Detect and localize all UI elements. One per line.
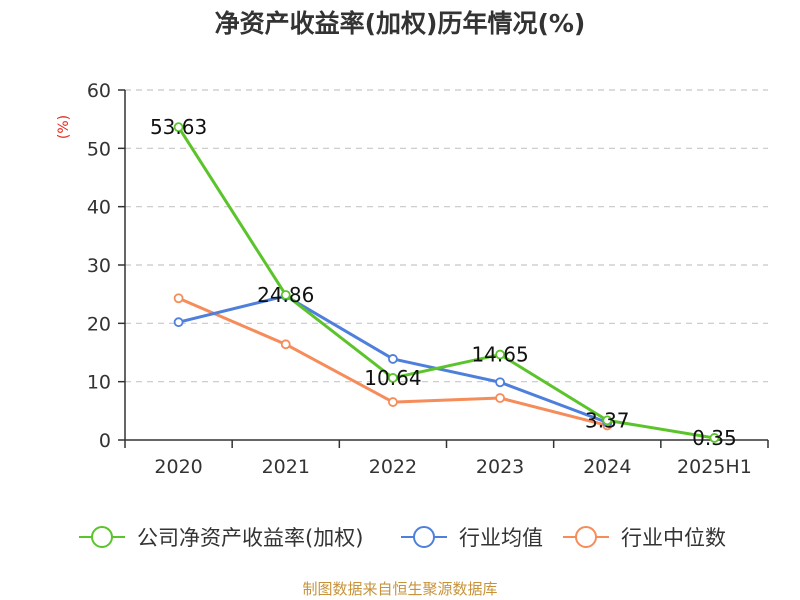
y-tick-label: 0 xyxy=(99,430,111,452)
data-label-layer: 53.63 24.86 10.64 14.65 3.37 0.35 xyxy=(150,115,737,450)
data-label: 0.35 xyxy=(692,426,737,450)
source-note: 制图数据来自恒生聚源数据库 xyxy=(302,580,498,598)
data-point-roe xyxy=(388,373,398,383)
series-layer xyxy=(173,122,720,443)
data-point-industry-mean xyxy=(495,377,505,388)
y-tick-label: 20 xyxy=(87,313,111,335)
data-point-industry-median xyxy=(388,397,398,407)
x-tick-label: 2023 xyxy=(476,456,524,478)
y-tick-label: 50 xyxy=(87,138,111,160)
data-point-industry-median xyxy=(173,293,184,304)
data-label: 10.64 xyxy=(364,366,421,390)
data-point-roe xyxy=(602,415,613,426)
data-point-industry-median xyxy=(280,339,291,350)
data-label: 53.63 xyxy=(150,115,207,139)
legend-label: 行业中位数 xyxy=(621,526,726,550)
legend-label: 行业均值 xyxy=(459,526,543,550)
y-tick-label: 40 xyxy=(87,197,111,219)
y-axis-unit-label: (%) xyxy=(56,115,72,139)
x-tick-label: 2024 xyxy=(583,456,631,478)
y-tick-label: 30 xyxy=(87,255,111,277)
data-point-industry-median xyxy=(495,393,505,403)
data-point-roe xyxy=(280,290,291,300)
axis-layer: 0 10 20 30 40 50 60 (%) 2020 2021 2022 2023 2024 2025… xyxy=(56,80,769,478)
grid-layer xyxy=(125,89,768,383)
series-line-roe xyxy=(177,126,715,440)
x-tick-label: 2025H1 xyxy=(677,456,752,478)
legend-marker-icon xyxy=(413,526,435,548)
legend-marker-icon xyxy=(91,526,113,548)
data-point-roe xyxy=(709,433,720,443)
y-tick-label: 10 xyxy=(87,372,111,394)
x-tick-label: 2020 xyxy=(154,456,202,478)
data-label: 24.86 xyxy=(257,283,314,307)
x-tick-label: 2022 xyxy=(369,456,417,478)
data-label: 14.65 xyxy=(471,343,528,367)
y-tick-label: 60 xyxy=(87,80,111,102)
legend-item-roe[interactable]: 公司净资产收益率(加权) xyxy=(79,526,363,550)
data-point-industry-mean xyxy=(173,317,184,328)
data-point-industry-mean xyxy=(388,354,398,364)
x-tick-label: 2021 xyxy=(262,456,310,478)
data-point-roe xyxy=(173,122,184,133)
legend-item-industry-mean[interactable]: 行业均值 xyxy=(401,526,543,550)
data-label: 3.37 xyxy=(585,408,630,432)
legend-item-industry-median[interactable]: 行业中位数 xyxy=(563,526,726,550)
chart-title: 净资产收益率(加权)历年情况(%) xyxy=(214,9,586,38)
legend[interactable]: 公司净资产收益率(加权) 行业均值 行业中位数 xyxy=(79,526,726,550)
legend-marker-icon xyxy=(575,526,597,548)
legend-label: 公司净资产收益率(加权) xyxy=(137,526,363,550)
data-point-roe xyxy=(495,349,505,360)
